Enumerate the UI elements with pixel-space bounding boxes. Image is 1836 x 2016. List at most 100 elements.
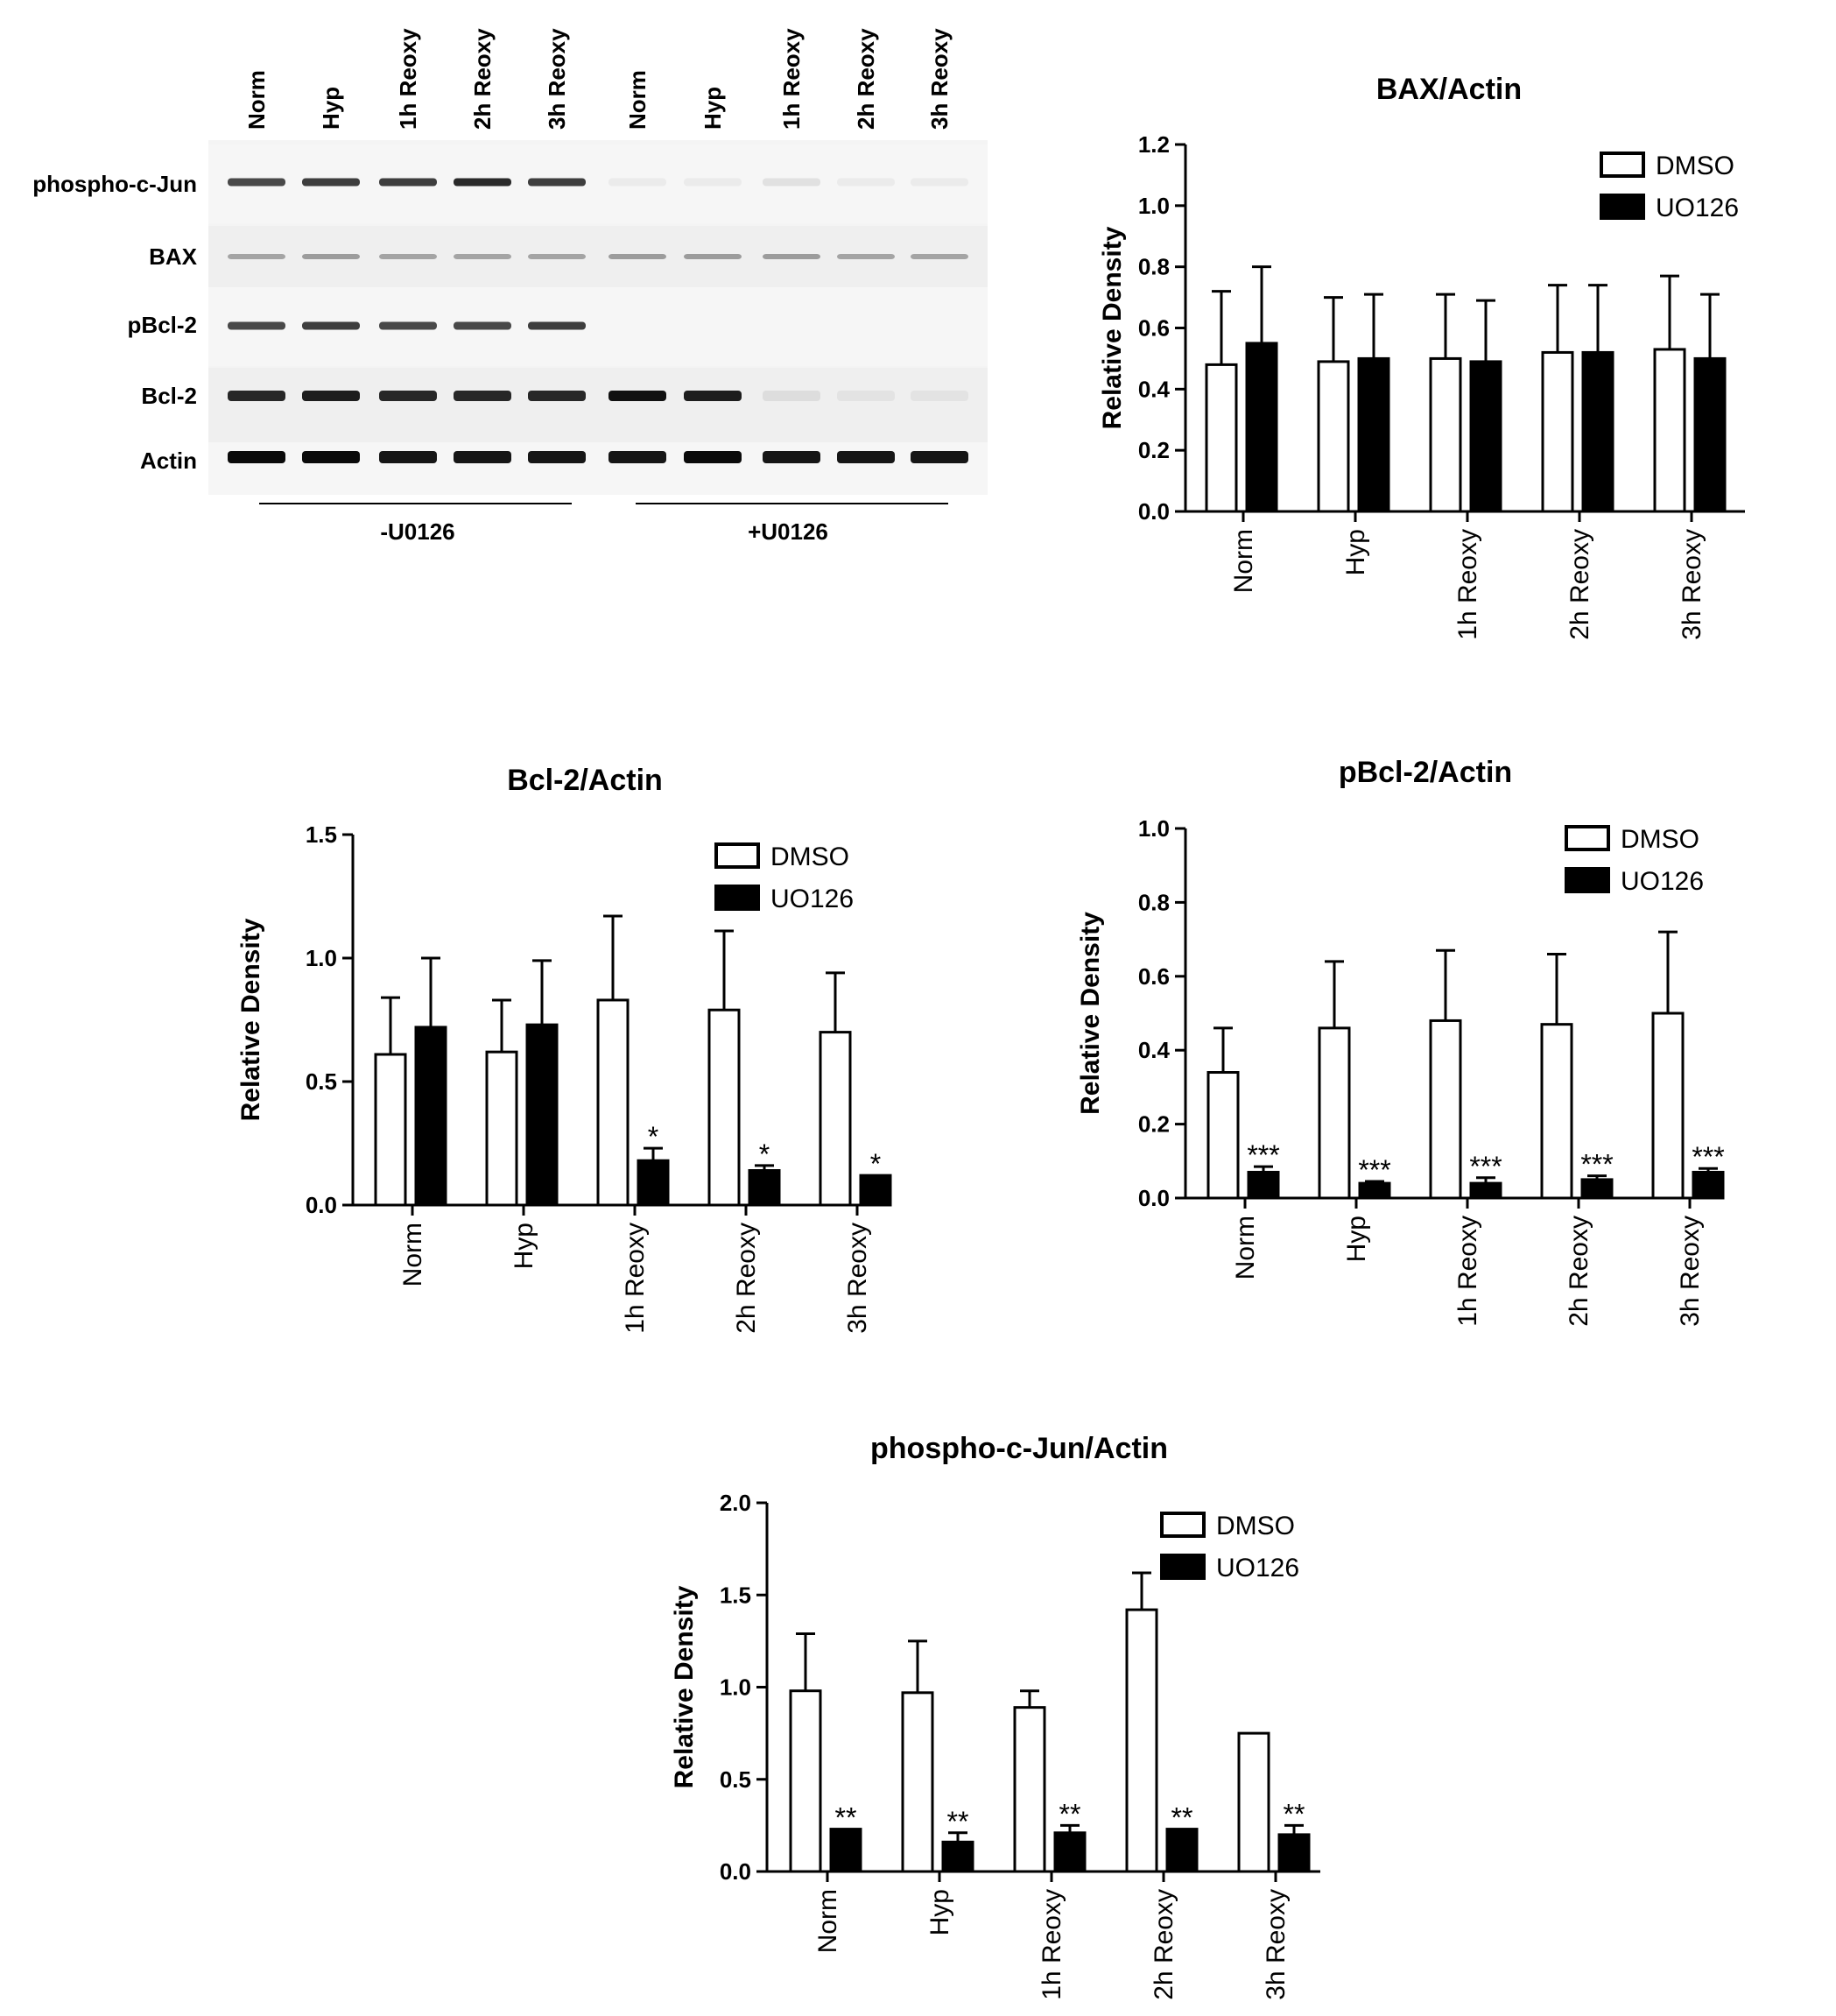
blot-band <box>528 391 586 401</box>
x-tick-label: 3h Reoxy <box>1676 1216 1705 1327</box>
y-axis-label: Relative Density <box>236 918 265 1121</box>
legend-swatch <box>1600 152 1645 178</box>
bar-uo126 <box>1580 1178 1614 1200</box>
bar-dmso <box>819 1031 852 1207</box>
blot-lane-label: Norm <box>624 70 651 130</box>
blot-band <box>911 254 968 259</box>
blot-band <box>379 178 437 187</box>
bar-dmso <box>707 1008 741 1207</box>
legend-swatch <box>1565 867 1610 893</box>
y-tick-label: 1.0 <box>1138 815 1170 842</box>
blot-band <box>302 451 360 463</box>
blot-band <box>763 391 820 401</box>
significance-marker: *** <box>1469 1151 1502 1182</box>
significance-marker: ** <box>947 1806 969 1837</box>
blot-row-label: phospho-c-Jun <box>32 171 197 197</box>
blot-row-label: Actin <box>140 448 197 474</box>
legend-label: DMSO <box>770 842 849 871</box>
bar-uo126 <box>941 1840 974 1873</box>
chart-title: phospho-c-Jun/Actin <box>870 1432 1168 1465</box>
blot-lane-label: Hyp <box>318 87 344 130</box>
blot-band <box>608 254 666 259</box>
x-tick-label: 1h Reoxy <box>621 1223 650 1334</box>
y-axis-label: Relative Density <box>1098 226 1127 429</box>
group-label-plus: +U0126 <box>748 518 828 545</box>
blot-band <box>379 321 437 330</box>
x-tick-label: Hyp <box>925 1889 954 1935</box>
blot-band <box>911 178 968 187</box>
y-tick-label: 0.6 <box>1138 315 1170 342</box>
significance-marker: * <box>870 1148 881 1180</box>
bar-dmso <box>1653 348 1686 513</box>
bar-dmso <box>1013 1706 1046 1873</box>
significance-marker: *** <box>1358 1154 1390 1186</box>
blot-band <box>528 254 586 259</box>
blot-row-label: Bcl-2 <box>141 383 197 409</box>
bar-uo126 <box>1358 1181 1391 1200</box>
blot-band <box>454 321 511 330</box>
legend-swatch <box>1600 194 1645 220</box>
bar-uo126 <box>525 1023 559 1207</box>
significance-marker: * <box>648 1121 658 1153</box>
blot-lane-label: Hyp <box>700 87 726 130</box>
blot-row-label: pBcl-2 <box>128 312 197 338</box>
bar-dmso <box>789 1689 822 1873</box>
blot-band <box>608 391 666 401</box>
bar-dmso <box>1125 1608 1158 1873</box>
significance-marker: ** <box>1059 1798 1081 1829</box>
group-label-minus: -U0126 <box>380 518 454 545</box>
x-tick-label: 2h Reoxy <box>1565 529 1594 640</box>
y-tick-label: 1.0 <box>306 945 337 971</box>
blot-band <box>454 254 511 259</box>
y-tick-label: 0.8 <box>1138 889 1170 915</box>
blot-lane-label: Norm <box>243 70 270 130</box>
blot-band <box>837 451 895 463</box>
x-tick-label: Hyp <box>1341 529 1370 575</box>
x-tick-label: Norm <box>1229 529 1258 593</box>
blot-band <box>379 451 437 463</box>
bar-uo126 <box>1247 1170 1280 1200</box>
bar-dmso <box>1541 350 1574 513</box>
bar-uo126 <box>1245 342 1278 513</box>
bar-uo126 <box>1469 360 1502 513</box>
blot-band <box>302 178 360 187</box>
legend-label: DMSO <box>1216 1512 1295 1540</box>
y-tick-label: 0.5 <box>720 1766 751 1793</box>
blot-lane-label: 3h Reoxy <box>544 28 570 130</box>
x-tick-label: 2h Reoxy <box>1150 1889 1178 2000</box>
bar-dmso <box>901 1691 934 1873</box>
legend-label: UO126 <box>1621 867 1704 896</box>
y-tick-label: 0.0 <box>1138 1185 1170 1211</box>
bar-uo126 <box>414 1026 447 1207</box>
bar-uo126 <box>1165 1828 1199 1873</box>
bar-dmso <box>1540 1023 1573 1200</box>
y-tick-label: 0.2 <box>1138 437 1170 463</box>
legend-label: UO126 <box>1216 1554 1299 1582</box>
bar-uo126 <box>1693 356 1727 513</box>
blot-row-label: BAX <box>149 243 198 270</box>
legend-swatch <box>1160 1554 1206 1580</box>
legend-label: UO126 <box>770 885 854 913</box>
blot-band <box>911 451 968 463</box>
legend-swatch <box>1160 1512 1206 1538</box>
y-tick-label: 0.2 <box>1138 1111 1170 1138</box>
chart-title: pBcl-2/Actin <box>1339 756 1512 789</box>
blot-band <box>684 178 742 187</box>
bar-dmso <box>1206 1071 1240 1200</box>
bar-uo126 <box>637 1159 670 1207</box>
blot-band <box>302 321 360 330</box>
x-tick-label: 3h Reoxy <box>1262 1889 1291 2000</box>
blot-band <box>837 178 895 187</box>
blot-band <box>302 391 360 401</box>
bar-uo126 <box>1692 1170 1725 1200</box>
bar-dmso <box>485 1050 518 1207</box>
bar-uo126 <box>1277 1833 1311 1873</box>
y-tick-label: 0.4 <box>1138 1037 1171 1063</box>
y-tick-label: 2.0 <box>720 1490 751 1516</box>
blot-band <box>684 254 742 259</box>
y-tick-label: 0.0 <box>306 1192 337 1218</box>
blot-band <box>454 451 511 463</box>
